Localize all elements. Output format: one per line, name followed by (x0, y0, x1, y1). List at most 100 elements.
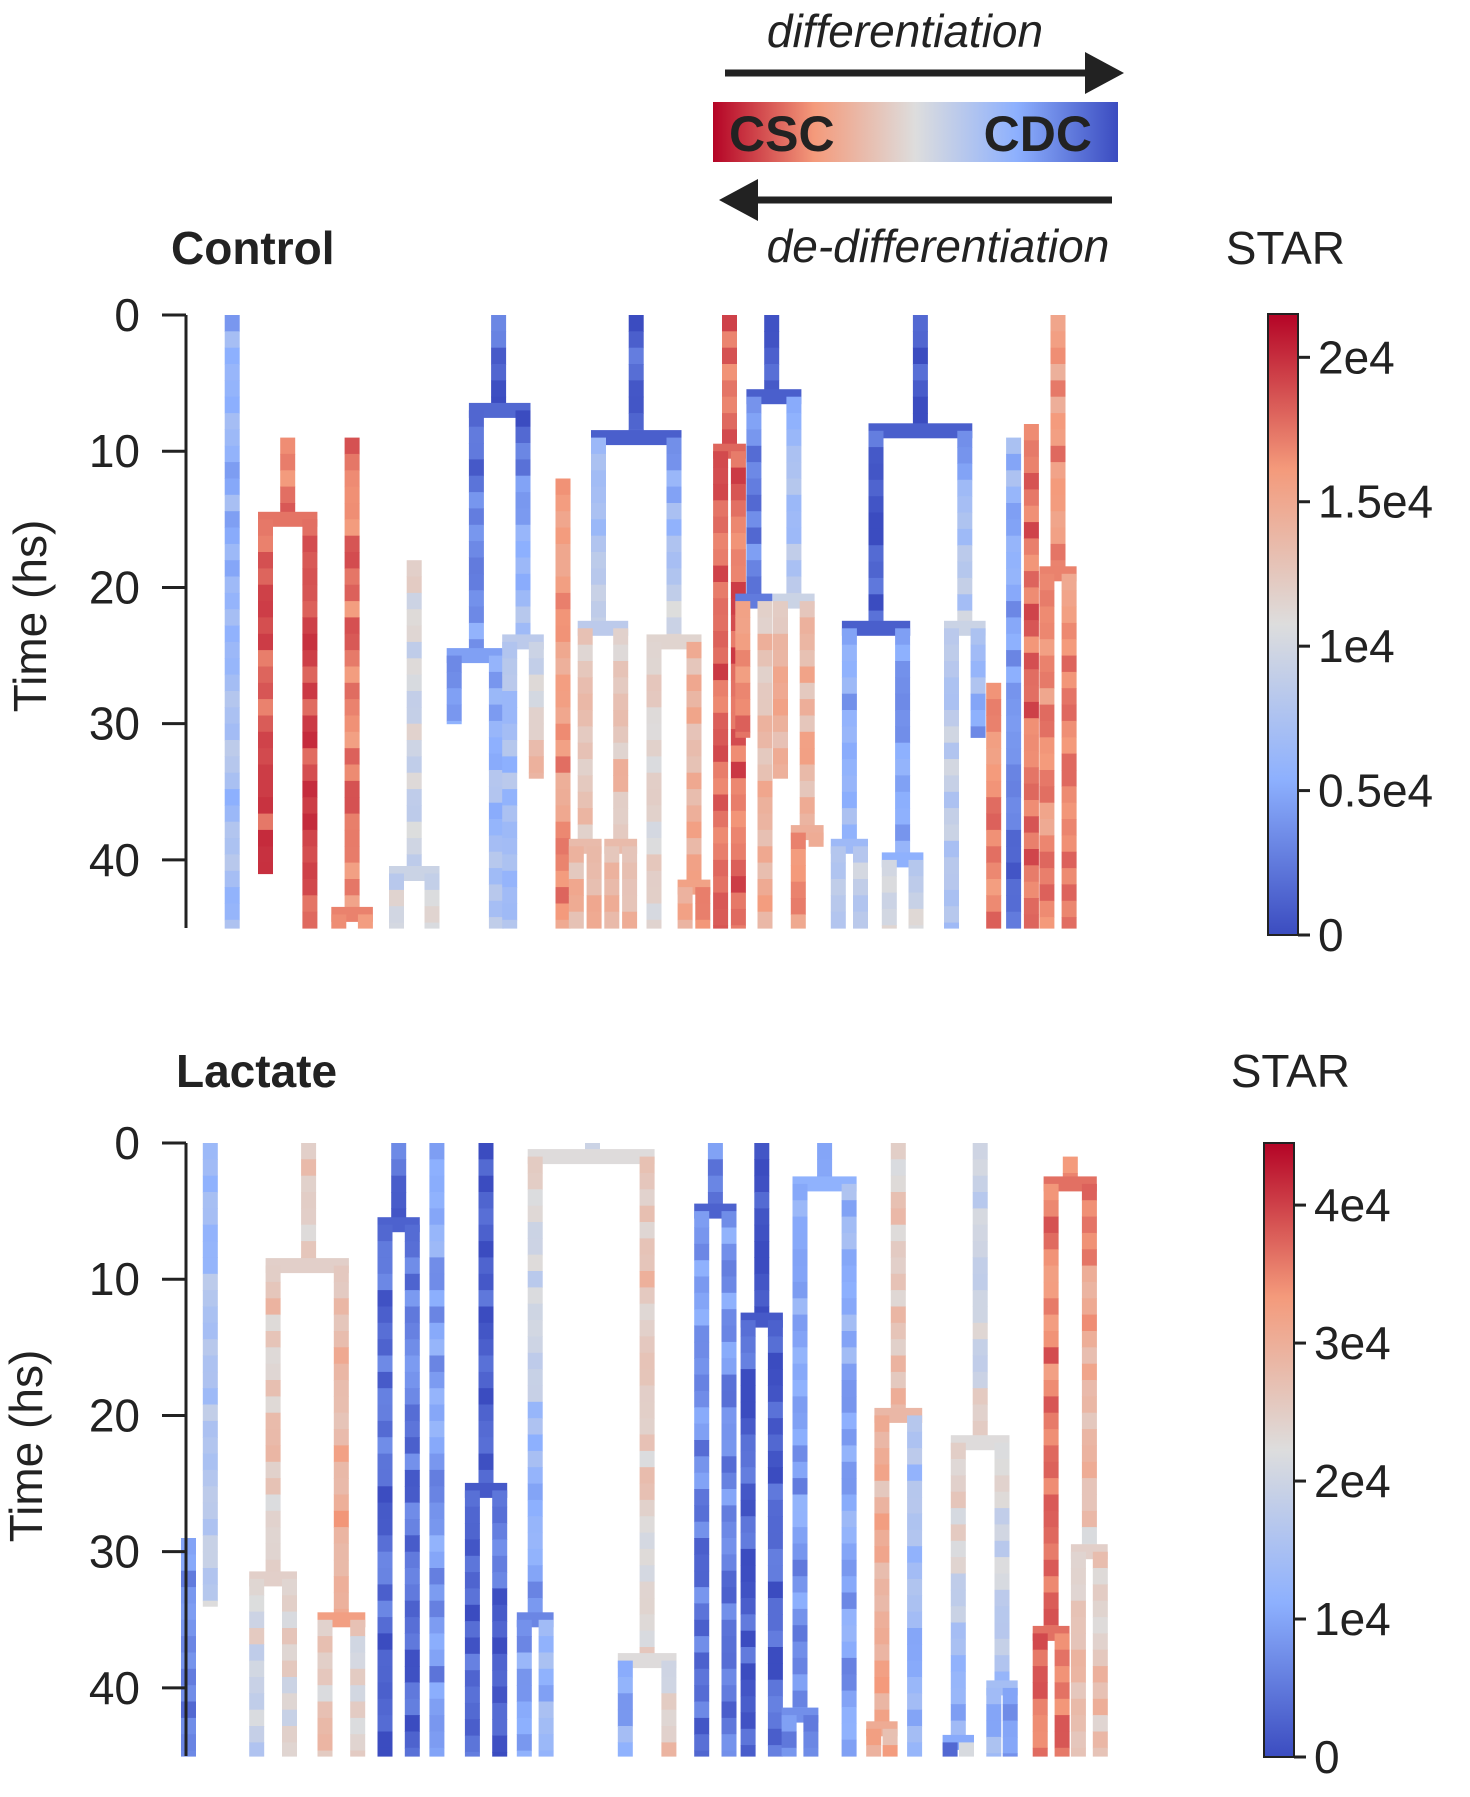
lineage-tile (488, 900, 504, 918)
lineage-tile (950, 1475, 966, 1493)
lineage-tile (666, 552, 682, 569)
lineage-tile (488, 917, 504, 929)
lineage-tile (555, 478, 571, 496)
lineage-tile (841, 1674, 857, 1692)
lineage-tile (377, 1519, 393, 1536)
lineage-tile (1050, 478, 1066, 496)
lineage-tile (468, 524, 484, 542)
lineage-tile (1032, 1731, 1048, 1749)
lineage-tile (694, 1603, 710, 1621)
lineage-tile (404, 1257, 420, 1275)
lineage-tile (746, 576, 762, 594)
lineage-tile (1039, 590, 1055, 608)
lineage-tile (344, 682, 360, 700)
lineage-tile (377, 1600, 393, 1618)
lineage-tile (1054, 1747, 1070, 1757)
lineage-tile (792, 1625, 808, 1643)
lineage-tile (591, 470, 606, 488)
lineage-tile (258, 650, 273, 667)
lineage-tile (1092, 1568, 1108, 1585)
y-tick-label: 0 (114, 1117, 140, 1169)
lineage-tile (912, 396, 928, 414)
lineage-tile (773, 633, 788, 651)
lineage-tile (502, 707, 518, 725)
lineage-tile (492, 1555, 508, 1573)
lineage-tile (613, 710, 629, 727)
lineage-tile (713, 647, 729, 665)
lineage-tile (646, 691, 662, 708)
lineage-tile (972, 1273, 988, 1291)
lineage-tile (841, 1559, 857, 1577)
lineage-tile (1092, 1649, 1108, 1667)
lineage-tile (202, 1322, 218, 1340)
lineage-tile (754, 1241, 770, 1258)
lineage-tile (767, 1630, 783, 1648)
lineage-tile (841, 759, 857, 776)
lineage-tile (841, 808, 857, 825)
lineage-tile (994, 1442, 1010, 1460)
lineage-tile (478, 1143, 494, 1160)
lineage-tile (694, 1390, 710, 1408)
lactate-colorbar (1263, 1142, 1295, 1758)
lineage-tile (792, 1314, 808, 1332)
lineage-tile (730, 810, 746, 828)
lineage-tile (868, 479, 884, 497)
lineage-tile (1054, 1698, 1070, 1716)
lineage-tile (502, 919, 518, 929)
lineage-tile (1039, 704, 1055, 722)
lineage-tile (224, 609, 240, 627)
lineage-tile (713, 778, 729, 796)
lineage-tile (730, 908, 746, 926)
lineage-tile (950, 1671, 966, 1689)
lineage-tile (502, 838, 518, 855)
lineage-tile (404, 1682, 420, 1700)
lineage-tile (853, 862, 868, 880)
lineage-tile (994, 1540, 1010, 1558)
lineage-tile (492, 1653, 508, 1671)
lineage-tile (994, 1573, 1010, 1591)
lineage-tile (639, 1320, 655, 1337)
lineage-tile (391, 1143, 407, 1160)
lineage-tile (721, 1456, 737, 1474)
lineage-tile (874, 1546, 890, 1564)
lineage-tile (527, 1581, 543, 1599)
lineage-tile (317, 1668, 333, 1686)
lineage-tile (907, 1595, 923, 1613)
lineage-tile (1043, 1429, 1059, 1446)
lineage-tile (740, 1598, 756, 1615)
lineage-tile (986, 879, 1002, 896)
lineage-tile (301, 1159, 317, 1177)
lineage-tile (344, 699, 360, 716)
lineage-tile (468, 541, 484, 558)
lineage-tile (841, 710, 857, 727)
lineage-tile (258, 862, 273, 875)
lineage-tile (950, 1655, 966, 1673)
lineage-tile (302, 780, 318, 798)
lineage-tile (1070, 1617, 1086, 1634)
lineage-tile (757, 764, 773, 782)
lineage-tile (792, 1429, 808, 1446)
lineage-tile (713, 761, 729, 779)
lineage-tile (1061, 802, 1077, 820)
lineage-tile (301, 1143, 317, 1160)
lineage-tile (942, 1742, 958, 1757)
lineage-tile (377, 1322, 393, 1340)
lineage-tile (1023, 522, 1039, 539)
lineage-tile (799, 682, 815, 700)
lineage-tile (1023, 554, 1039, 572)
lineage-tile (740, 1418, 756, 1436)
lineage-tile (907, 1529, 923, 1547)
lineage-tile (757, 633, 773, 651)
lineage-tile (799, 797, 815, 815)
lineage-tile (895, 742, 911, 760)
lineage-tile (694, 1407, 710, 1425)
lineage-tile (792, 1461, 808, 1479)
lineage-tile (302, 748, 318, 766)
lineage-tile (694, 1701, 710, 1719)
lineage-tile (767, 1565, 783, 1583)
lineage-tile (957, 528, 973, 546)
lineage-tile (404, 1339, 420, 1357)
lineage-tile (1039, 851, 1055, 869)
lineage-tile (1006, 584, 1022, 602)
